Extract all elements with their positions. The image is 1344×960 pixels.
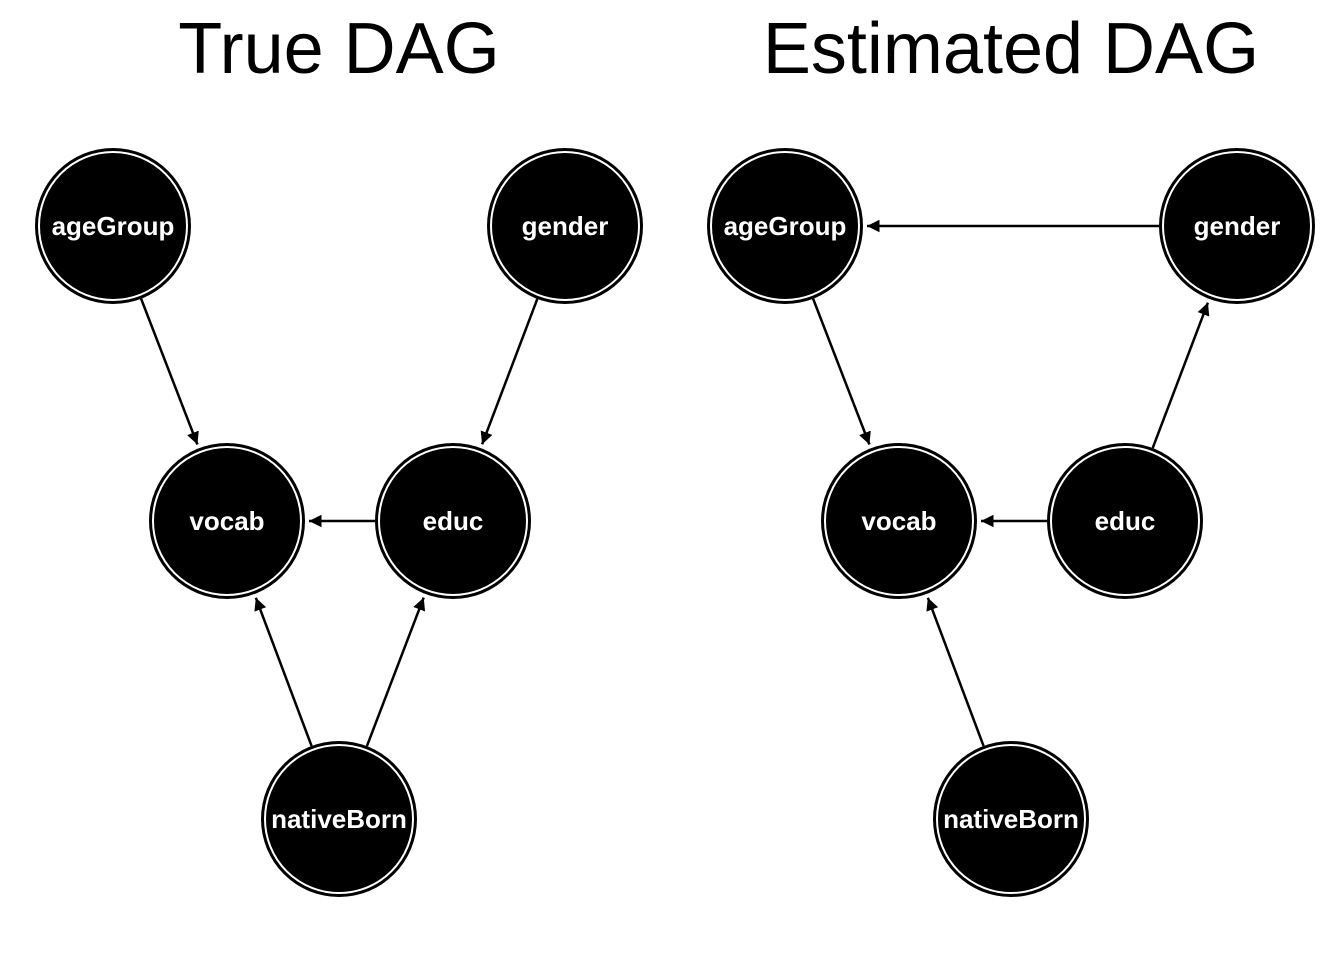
node-outer-ring (707, 148, 863, 304)
node-label: ageGroup (52, 211, 175, 241)
node-label: gender (522, 211, 609, 241)
edge-educ-to-gender (1151, 302, 1210, 449)
node-inner-ring (490, 151, 640, 301)
node-outer-ring (375, 443, 531, 599)
node-inner-ring (264, 744, 414, 894)
node-nativeBorn[interactable]: nativeBorn (261, 741, 417, 897)
node-outer-ring (35, 148, 191, 304)
true-dag: ageGroup gender vocab educ nativeBorn (35, 148, 643, 897)
node-inner-ring (378, 446, 528, 596)
node-inner-ring (710, 151, 860, 301)
node-label: vocab (861, 506, 936, 536)
node-label: ageGroup (724, 211, 847, 241)
true-dag-title: True DAG (178, 9, 499, 89)
node-outer-ring (149, 443, 305, 599)
node-outer-ring (1047, 443, 1203, 599)
node-outer-ring (1159, 148, 1315, 304)
node-outer-ring (261, 741, 417, 897)
node-vocab[interactable]: vocab (821, 443, 977, 599)
node-inner-ring (824, 446, 974, 596)
edge-ageGroup-to-vocab (811, 298, 871, 445)
node-gender[interactable]: gender (1159, 148, 1315, 304)
node-label: nativeBorn (943, 804, 1079, 834)
node-label: gender (1194, 211, 1281, 241)
estimated-dag: ageGroup gender vocab educ nativeBorn (707, 148, 1315, 897)
edge-gender-to-educ (480, 298, 539, 445)
node-label: vocab (189, 506, 264, 536)
node-outer-ring (487, 148, 643, 304)
node-inner-ring (1162, 151, 1312, 301)
edge-nativeBorn-to-educ (365, 597, 426, 747)
node-label: educ (423, 506, 484, 536)
node-vocab[interactable]: vocab (149, 443, 305, 599)
node-inner-ring (1050, 446, 1200, 596)
node-inner-ring (152, 446, 302, 596)
estimated-dag-title: Estimated DAG (763, 9, 1259, 89)
edge-ageGroup-to-vocab (139, 298, 199, 445)
edge-nativeBorn-to-vocab (254, 597, 313, 747)
node-outer-ring (933, 741, 1089, 897)
node-outer-ring (821, 443, 977, 599)
edge-nativeBorn-to-vocab (926, 597, 985, 747)
node-educ[interactable]: educ (1047, 443, 1203, 599)
node-nativeBorn[interactable]: nativeBorn (933, 741, 1089, 897)
node-label: educ (1095, 506, 1156, 536)
node-inner-ring (38, 151, 188, 301)
node-ageGroup[interactable]: ageGroup (707, 148, 863, 304)
node-ageGroup[interactable]: ageGroup (35, 148, 191, 304)
node-inner-ring (936, 744, 1086, 894)
node-educ[interactable]: educ (375, 443, 531, 599)
node-gender[interactable]: gender (487, 148, 643, 304)
node-label: nativeBorn (271, 804, 407, 834)
